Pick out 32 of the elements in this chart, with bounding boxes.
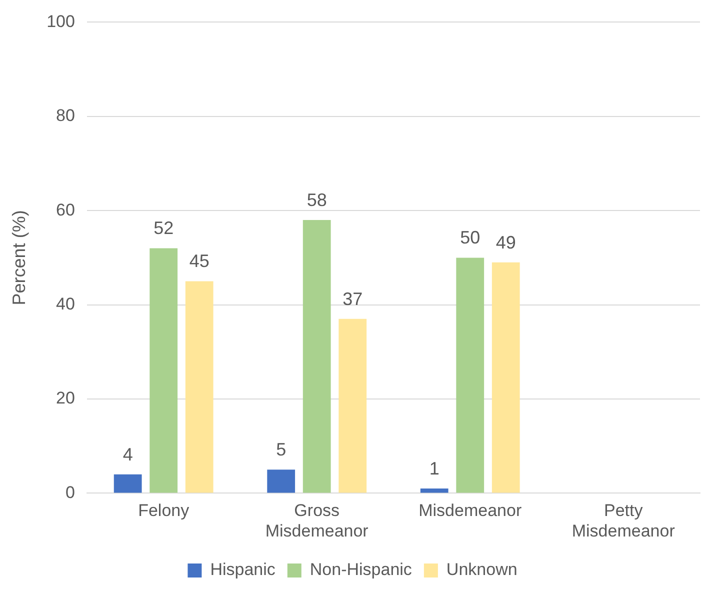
y-tick-label: 20: [56, 388, 75, 408]
bar: [267, 470, 296, 493]
bar: [114, 474, 142, 493]
data-label: 50: [460, 228, 480, 248]
y-axis-title: Percent (%): [8, 210, 29, 306]
data-label: 52: [154, 218, 174, 238]
data-label: 1: [429, 458, 440, 478]
y-tick-label: 60: [56, 200, 75, 220]
bar: [492, 262, 520, 493]
data-label: 4: [122, 444, 133, 464]
bar: [185, 281, 214, 493]
x-tick-label: Felony: [138, 501, 190, 520]
x-tick-label: Misdemeanor: [418, 501, 522, 520]
legend-label: Hispanic: [210, 560, 276, 580]
legend-label: Non-Hispanic: [310, 560, 412, 580]
data-label: 45: [189, 251, 210, 272]
x-tick-label: Petty Misdemeanor: [572, 501, 676, 540]
data-label: 58: [306, 190, 327, 210]
bar: [338, 318, 367, 493]
y-tick-label: 40: [56, 294, 75, 314]
bar: [420, 488, 448, 493]
bar: [150, 248, 178, 493]
bar: [456, 258, 484, 493]
legend-label: Unknown: [446, 560, 518, 580]
y-tick-label: 0: [65, 482, 75, 502]
x-tick-label: Gross Misdemeanor: [265, 501, 369, 540]
data-label: 37: [342, 288, 363, 309]
bar: [302, 220, 331, 493]
y-tick-label: 100: [46, 12, 75, 31]
data-label: 49: [496, 232, 516, 252]
data-label: 5: [276, 440, 286, 460]
y-tick-label: 80: [56, 106, 75, 126]
